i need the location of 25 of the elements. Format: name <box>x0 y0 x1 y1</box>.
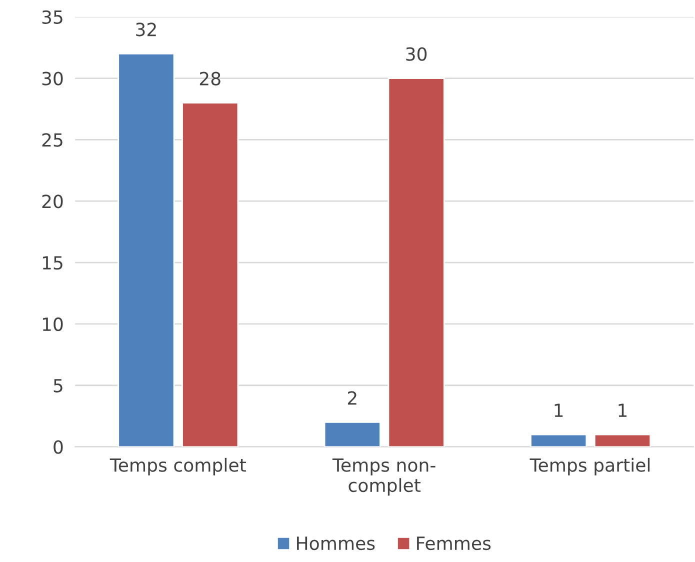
y-tick-label: 20 <box>42 194 63 208</box>
data-label: 32 <box>136 22 156 36</box>
bar <box>324 422 381 447</box>
data-label: 30 <box>406 47 427 61</box>
legend-label: Femmes <box>417 536 491 550</box>
data-label: 1 <box>618 404 627 417</box>
bar <box>118 53 175 447</box>
y-tick-label: 25 <box>42 133 62 147</box>
y-tick-label: 5 <box>54 379 62 392</box>
legend-label: Hommes <box>297 536 375 550</box>
bar <box>594 434 652 447</box>
y-tick-label: 0 <box>54 440 63 454</box>
bar <box>388 78 445 447</box>
x-tick-label: Temps complet <box>110 458 246 476</box>
x-tick-label: Temps non-complet <box>332 458 436 496</box>
data-label: 2 <box>348 391 356 405</box>
y-tick-label: 10 <box>42 317 63 332</box>
y-tick-label: 30 <box>42 72 63 86</box>
y-tick-label: 15 <box>42 256 62 270</box>
bar <box>530 434 588 447</box>
data-label: 1 <box>554 404 563 417</box>
y-tick-label: 35 <box>42 10 62 24</box>
data-label: 28 <box>200 72 220 86</box>
bar <box>182 102 239 447</box>
x-tick-label: Temps partiel <box>530 458 650 476</box>
